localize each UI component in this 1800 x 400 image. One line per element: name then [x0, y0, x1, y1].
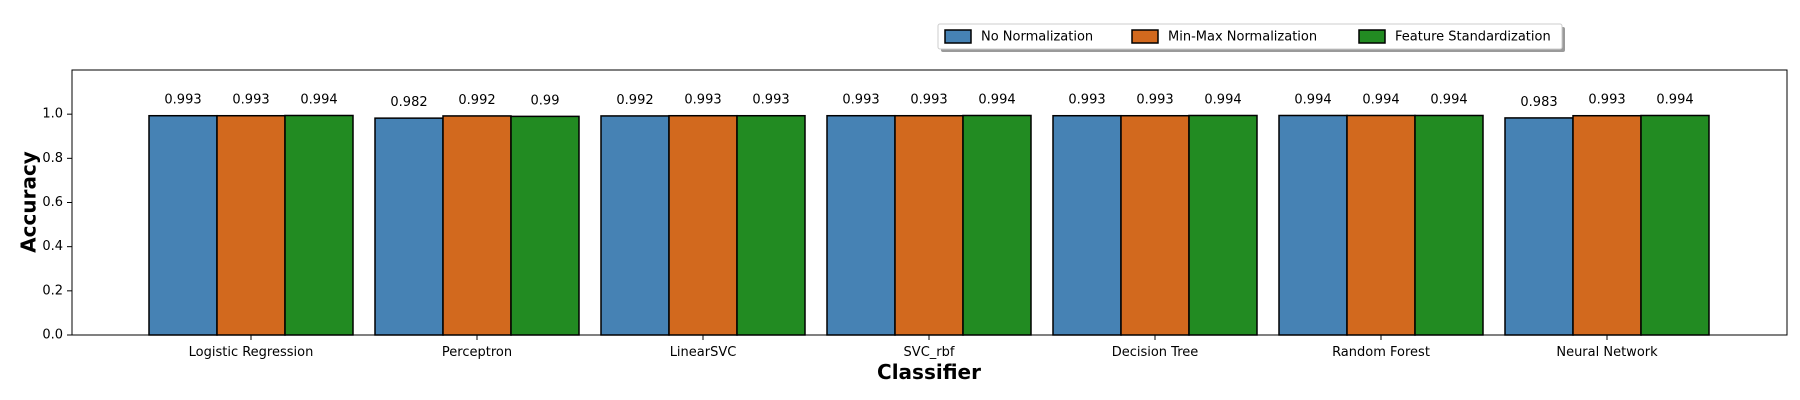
x-axis-title: Classifier — [877, 360, 981, 384]
value-label-2-3: 0.994 — [978, 92, 1015, 107]
bar-1-0 — [216, 114, 286, 336]
value-label-2-2: 0.993 — [752, 93, 789, 108]
x-tick-label-0: Logistic Regression — [189, 345, 314, 360]
value-label-2-0: 0.994 — [300, 92, 337, 107]
bar-0-5 — [1278, 114, 1348, 336]
y-tick-label-2: 0.4 — [42, 239, 63, 254]
value-label-0-6: 0.983 — [1520, 95, 1557, 110]
value-label-0-4: 0.993 — [1068, 93, 1105, 108]
x-tick-label-2: LinearSVC — [670, 345, 737, 360]
value-label-1-5: 0.994 — [1362, 92, 1399, 107]
value-label-1-1: 0.992 — [458, 93, 495, 108]
value-label-1-2: 0.993 — [684, 93, 721, 108]
legend-swatch-2 — [1358, 29, 1386, 44]
bar-2-0 — [284, 114, 354, 336]
x-tick-label-3: SVC_rbf — [904, 345, 955, 360]
bar-0-6 — [1504, 117, 1574, 336]
value-label-0-5: 0.994 — [1294, 92, 1331, 107]
bar-0-1 — [374, 117, 444, 336]
value-label-2-4: 0.994 — [1204, 92, 1241, 107]
y-tick-label-0: 0.0 — [42, 328, 63, 343]
legend-label-0: No Normalization — [981, 30, 1093, 45]
legend-swatch-0 — [944, 29, 972, 44]
y-tick-label-1: 0.2 — [42, 283, 63, 298]
x-tick-label-5: Random Forest — [1332, 345, 1430, 360]
value-label-2-1: 0.99 — [531, 93, 560, 108]
y-axis: 0.0 0.2 0.4 0.6 0.8 1.0 — [42, 107, 72, 343]
legend: No Normalization Min-Max Normalization Fea… — [937, 23, 1565, 52]
value-label-1-4: 0.993 — [1136, 93, 1173, 108]
value-labels-layer: 0.993 0.993 0.994 0.982 0.992 0.99 0.992 0.993 0… — [164, 92, 1693, 110]
x-tick-label-6: Neural Network — [1556, 345, 1658, 360]
x-tick-label-4: Decision Tree — [1112, 345, 1199, 360]
value-label-1-6: 0.993 — [1588, 93, 1625, 108]
bar-0-2 — [600, 115, 670, 336]
x-tick-label-1: Perceptron — [442, 345, 512, 360]
legend-box — [937, 23, 1563, 50]
bar-1-1 — [442, 115, 512, 336]
bars-layer — [148, 114, 1710, 336]
bar-2-3 — [962, 114, 1032, 336]
bar-2-1 — [510, 115, 580, 336]
bar-2-4 — [1188, 114, 1258, 336]
bar-2-2 — [736, 114, 806, 336]
value-label-1-3: 0.993 — [910, 93, 947, 108]
bar-1-2 — [668, 114, 738, 336]
legend-swatch-1 — [1131, 29, 1159, 44]
bar-0-0 — [148, 114, 218, 336]
legend-label-2: Feature Standardization — [1395, 30, 1551, 45]
value-label-0-0: 0.993 — [164, 93, 201, 108]
bar-1-5 — [1346, 114, 1416, 336]
bar-2-6 — [1640, 114, 1710, 336]
value-label-1-0: 0.993 — [232, 93, 269, 108]
y-tick-label-4: 0.8 — [42, 151, 63, 166]
bar-0-4 — [1052, 114, 1122, 336]
legend-label-1: Min-Max Normalization — [1168, 30, 1317, 45]
bar-0-3 — [826, 114, 896, 336]
x-axis: Logistic Regression Perceptron LinearSVC SV… — [189, 335, 1658, 360]
value-label-0-3: 0.993 — [842, 93, 879, 108]
bar-2-5 — [1414, 114, 1484, 336]
bar-1-4 — [1120, 114, 1190, 336]
value-label-2-5: 0.994 — [1430, 92, 1467, 107]
y-axis-title: Accuracy — [17, 151, 41, 253]
value-label-2-6: 0.994 — [1656, 92, 1693, 107]
bar-1-6 — [1572, 114, 1642, 336]
value-label-0-1: 0.982 — [390, 95, 427, 110]
value-label-0-2: 0.992 — [616, 93, 653, 108]
bar-1-3 — [894, 114, 964, 336]
y-tick-label-3: 0.6 — [42, 195, 63, 210]
y-tick-label-5: 1.0 — [42, 107, 63, 122]
